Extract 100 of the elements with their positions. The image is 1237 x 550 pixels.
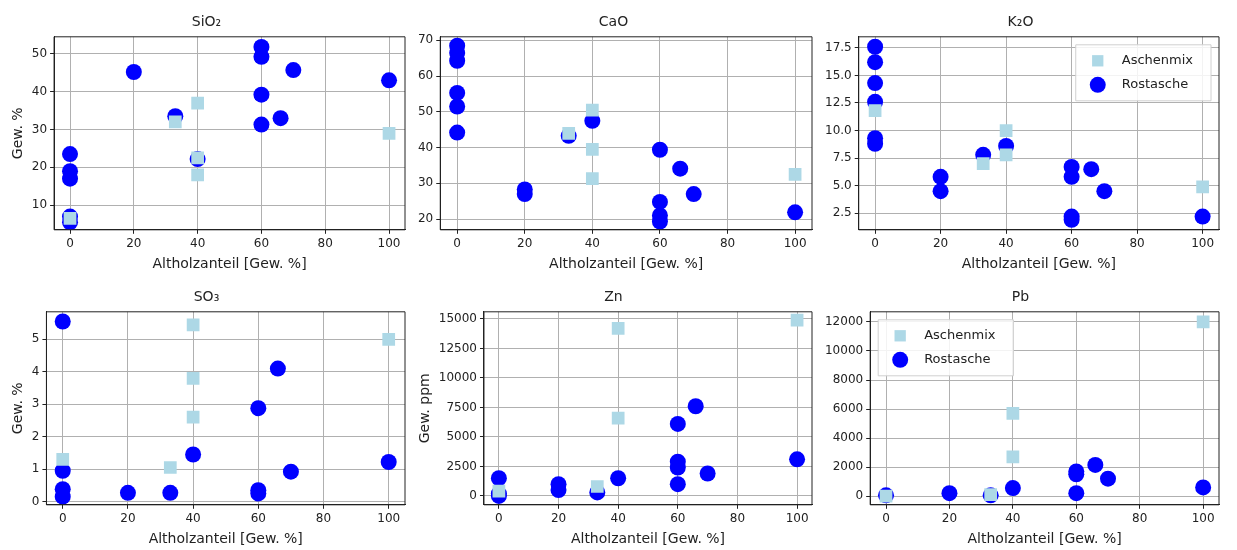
x-tick-label: 100 [377, 236, 401, 251]
x-tick-label: 0 [871, 236, 879, 251]
x-tick-label: 40 [610, 511, 626, 526]
point [687, 398, 704, 415]
y-tick-label: 12500 [438, 340, 477, 355]
point [867, 54, 884, 71]
point [185, 446, 202, 463]
y-tick-label: 4 [31, 363, 40, 378]
x-tick-label: 20 [550, 511, 567, 526]
point [789, 451, 806, 468]
point [380, 453, 397, 470]
point [62, 146, 79, 163]
point [1196, 180, 1209, 194]
chart-title: CaO [598, 13, 629, 30]
y-tick-label: 2.5 [832, 205, 852, 220]
x-tick-label: 40 [185, 511, 201, 526]
x-tick-label: 60 [652, 236, 668, 251]
y-tick-label: 2 [31, 428, 40, 443]
point [168, 115, 182, 129]
y-tick-label: 10 [31, 197, 48, 212]
y-tick-label: 40 [31, 83, 48, 98]
point [125, 63, 142, 80]
legend-label: Rostasche [924, 351, 991, 367]
point [285, 62, 302, 79]
point [941, 485, 958, 502]
point [282, 463, 299, 480]
point [787, 204, 804, 221]
x-tick-label: 80 [729, 511, 746, 526]
point [56, 453, 70, 466]
point [186, 371, 200, 385]
point [1087, 456, 1104, 473]
y-tick-label: 10000 [438, 370, 477, 385]
y-tick-label: 0 [31, 493, 40, 508]
point [186, 318, 200, 332]
legend-label: Aschenmix [924, 327, 996, 343]
y-tick-label: 50 [417, 103, 434, 118]
legend-label: Aschenmix [1121, 52, 1194, 68]
point [788, 168, 802, 181]
x-tick-label: 60 [1068, 511, 1084, 526]
x-tick-label: 0 [66, 236, 74, 251]
x-tick-label: 80 [1129, 236, 1145, 251]
point [867, 75, 884, 92]
point [999, 148, 1013, 162]
x-tick-label: 0 [58, 511, 67, 526]
point [269, 360, 286, 377]
y-tick-label: 40 [417, 139, 434, 154]
point [191, 96, 204, 110]
point [611, 411, 625, 425]
point [685, 186, 702, 203]
x-tick-label: 0 [882, 511, 890, 526]
point [932, 183, 949, 200]
x-axis-title: Altholzanteil [Gew. %] [549, 255, 704, 272]
point [699, 465, 716, 482]
point [163, 461, 177, 474]
y-tick-label: 7.5 [832, 150, 852, 165]
point [449, 124, 466, 141]
point [932, 168, 949, 185]
point [610, 470, 627, 487]
point [381, 72, 398, 89]
point [590, 480, 604, 493]
x-tick-label: 80 [317, 236, 333, 251]
point [651, 141, 668, 158]
y-tick-label: 5000 [446, 429, 477, 444]
y-tick-label: 2500 [446, 458, 477, 473]
x-tick-label: 20 [941, 511, 958, 526]
y-tick-label: 8000 [832, 372, 864, 387]
point [585, 103, 599, 117]
y-tick-label: 15.0 [825, 67, 852, 82]
x-tick-label: 100 [377, 511, 401, 526]
y-tick-label: 10000 [824, 343, 864, 358]
point [611, 321, 625, 335]
point [191, 168, 204, 182]
y-tick-label: 60 [417, 68, 434, 83]
x-tick-label: 40 [998, 236, 1014, 251]
y-tick-label: 0 [469, 488, 477, 503]
y-axis-title: Gew. % [9, 107, 26, 160]
point [382, 126, 396, 140]
y-tick-label: 4000 [832, 430, 864, 445]
y-tick-label: 7500 [446, 399, 477, 414]
point [63, 212, 77, 225]
point [449, 84, 466, 101]
point [585, 143, 599, 156]
legend-label: Rostasche [1121, 76, 1189, 92]
x-axis-title: Altholzanteil [Gew. %] [148, 530, 303, 547]
y-tick-label: 20 [31, 159, 48, 174]
x-tick-label: 20 [932, 236, 949, 251]
x-tick-label: 60 [253, 236, 270, 251]
point [1100, 470, 1117, 487]
x-tick-label: 60 [250, 511, 266, 526]
point [867, 38, 884, 55]
x-tick-label: 100 [783, 236, 807, 251]
y-tick-label: 12.5 [825, 95, 852, 110]
y-tick-label: 10.0 [825, 122, 852, 137]
y-axis-title: Gew. ppm [416, 373, 433, 444]
chart-title: SiO₂ [191, 13, 222, 30]
point [162, 484, 179, 501]
x-tick-label: 20 [126, 236, 142, 251]
point [669, 415, 686, 432]
point [999, 124, 1013, 137]
chart-title: Pb [1011, 288, 1030, 305]
